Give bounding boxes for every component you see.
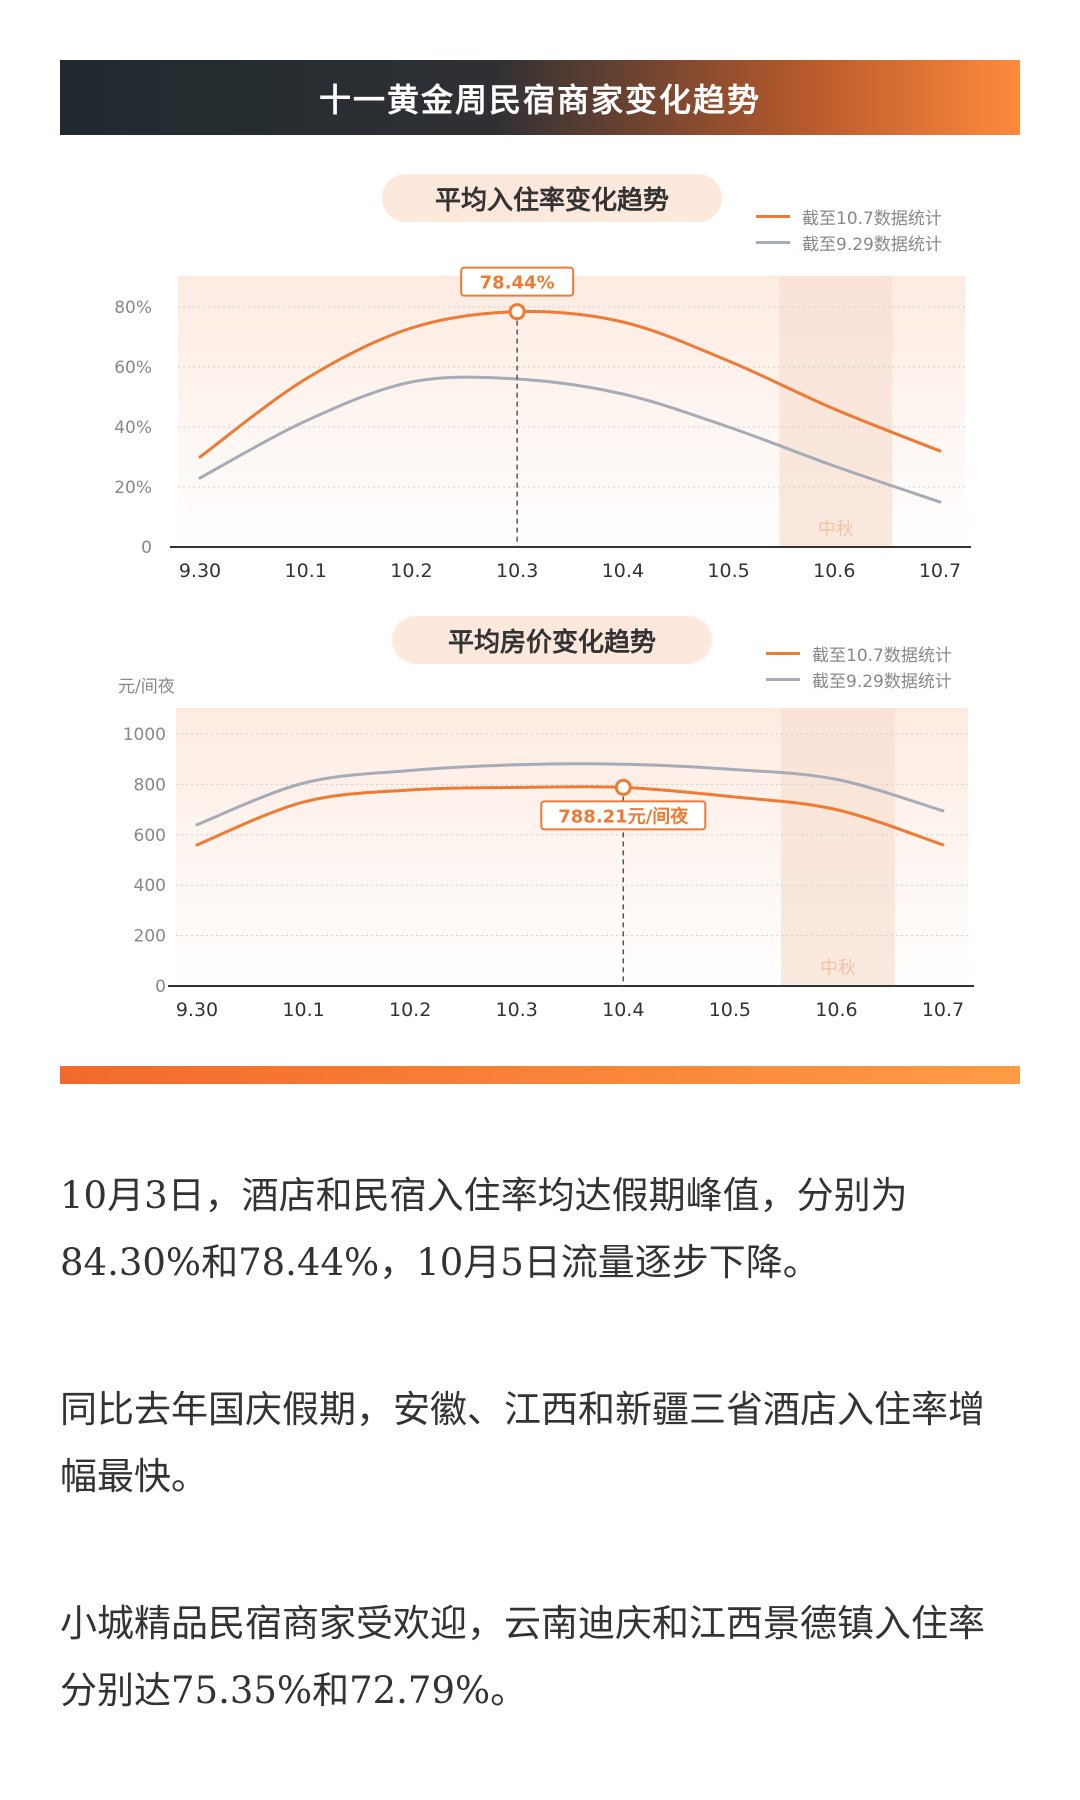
series-line-orange [195, 785, 945, 847]
y-tick-label: 60% [114, 358, 152, 378]
x-tick-label: 10.1 [282, 999, 324, 1021]
y-tick-label: 200 [134, 927, 166, 947]
chart1-title: 平均入住率变化趋势 [382, 174, 722, 222]
festival-label: 中秋 [820, 958, 856, 979]
legend-swatch-orange [766, 651, 800, 655]
x-tick-label: 10.7 [922, 999, 964, 1021]
series-line-gray [198, 375, 942, 504]
x-tick-label: 10.1 [285, 560, 327, 582]
x-tick-label: 9.30 [179, 560, 221, 582]
festival-band [781, 708, 896, 986]
x-tick-label: 10.3 [496, 560, 538, 582]
x-tick-label: 10.4 [602, 560, 644, 582]
paragraph-3: 小城精品民宿商家受欢迎，云南迪庆和江西景德镇入住率分别达75.35%和72.79… [60, 1602, 985, 1712]
banner: 十一黄金周民宿商家变化趋势 [60, 60, 1020, 135]
legend-label-orange: 截至10.7数据统计 [812, 645, 952, 666]
festival-label: 中秋 [818, 519, 854, 540]
occupancy-chart: 中秋 0 20% 40% 60% 80% 9.30 10.1 10.2 10.3 10.4 10.5 1… [114, 266, 971, 582]
chart2-title: 平均房价变化趋势 [392, 616, 712, 664]
paragraph-2: 同比去年国庆假期，安徽、江西和新疆三省酒店入住率增幅最快。 [60, 1388, 985, 1498]
x-tick-label: 10.6 [813, 560, 855, 582]
y-tick-label: 400 [134, 876, 166, 896]
y-tick-label: 0 [155, 977, 166, 997]
legend-item-orange: 截至10.7数据统计 [756, 203, 942, 229]
x-tick-label: 10.2 [390, 560, 432, 582]
festival-band [779, 276, 893, 547]
highlight-label: 78.44% [480, 273, 555, 294]
banner-title: 十一黄金周民宿商家变化趋势 [318, 80, 761, 119]
legend-label-gray: 截至9.29数据统计 [802, 234, 942, 255]
y-tick-label: 600 [134, 826, 166, 846]
series-line-orange [198, 310, 942, 459]
highlight-label-box [460, 266, 575, 297]
legend-label-orange: 截至10.7数据统计 [802, 208, 942, 229]
y-tick-label: 0 [141, 538, 152, 558]
x-tick-label: 10.6 [815, 999, 857, 1021]
paragraph-1: 10月3日，酒店和民宿入住率均达假期峰值，分别为84.30%和78.44%，10… [60, 1174, 908, 1284]
price-chart: 中秋 0 200 400 600 800 1000 9.30 10.1 10.2 10.3 10.4 1… [123, 708, 974, 1021]
divider-bar [60, 1066, 1020, 1084]
y-tick-label: 800 [134, 775, 166, 795]
x-tick-label: 10.3 [496, 999, 538, 1021]
chart1-legend: 截至10.7数据统计 截至9.29数据统计 [756, 203, 942, 255]
x-tick-label: 10.7 [919, 560, 961, 582]
x-tick-label: 10.5 [709, 999, 751, 1021]
highlight-marker [508, 303, 526, 321]
price-unit-label: 元/间夜 [118, 677, 175, 697]
highlight-label: 788.21元/间夜 [558, 805, 689, 827]
legend-item-gray: 截至9.29数据统计 [766, 666, 952, 692]
legend-swatch-orange [756, 214, 790, 218]
legend-item-gray: 截至9.29数据统计 [756, 229, 942, 255]
x-tick-label: 10.4 [602, 999, 644, 1021]
series-line-gray [195, 762, 945, 827]
legend-label-gray: 截至9.29数据统计 [812, 671, 952, 692]
x-tick-label: 10.2 [389, 999, 431, 1021]
x-tick-label: 10.5 [707, 560, 749, 582]
legend-swatch-gray [756, 240, 790, 244]
chart2-legend: 截至10.7数据统计 截至9.29数据统计 [766, 640, 952, 692]
highlight-marker [614, 778, 632, 796]
legend-item-orange: 截至10.7数据统计 [766, 640, 952, 666]
highlight-label-box [540, 800, 707, 831]
y-tick-label: 20% [114, 478, 152, 498]
y-tick-label: 40% [114, 418, 152, 438]
legend-swatch-gray [766, 677, 800, 681]
y-tick-label: 1000 [123, 725, 166, 745]
y-tick-label: 80% [114, 298, 152, 318]
x-tick-label: 9.30 [176, 999, 218, 1021]
